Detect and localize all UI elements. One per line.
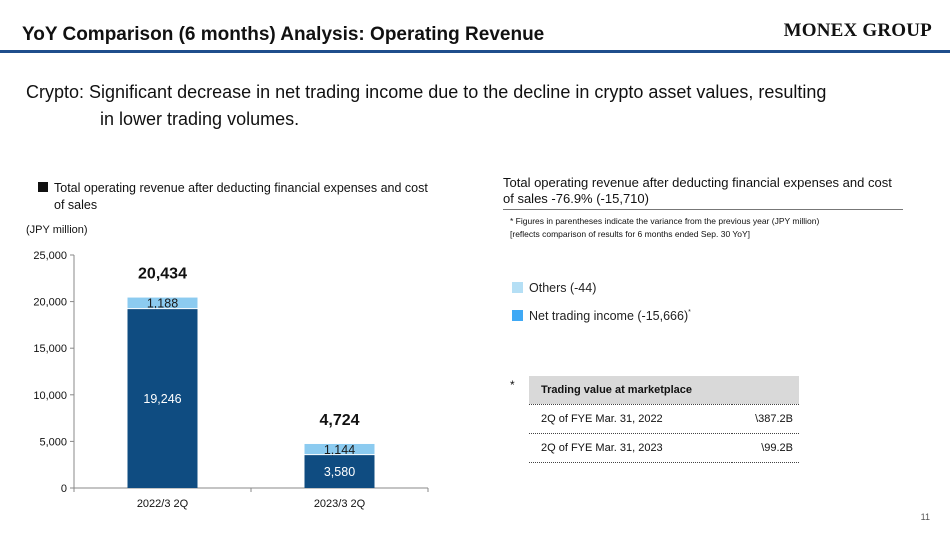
bar-segment-others: [127, 297, 198, 309]
table-footnote-mark: *: [510, 378, 515, 392]
bar-segment-net-trading-income: [304, 454, 375, 488]
bar-value-label: 19,246: [143, 392, 181, 406]
x-tick-label: 2023/3 2Q: [314, 498, 366, 510]
chart-legend: Total operating revenue after deducting …: [38, 180, 438, 214]
legend-swatch-others: [512, 282, 523, 293]
bar-segment-net-trading-income: [127, 308, 198, 488]
y-tick-label: 25,000: [33, 250, 67, 262]
y-tick-label: 20,000: [33, 297, 67, 309]
table-header-row: Trading value at marketplace: [529, 376, 799, 404]
bar-segment-others: [304, 443, 375, 455]
chart-legend-label: Total operating revenue after deducting …: [54, 181, 428, 212]
bar-value-label: 1,144: [324, 443, 355, 457]
bar-value-label: 1,188: [147, 297, 178, 311]
y-tick-label: 0: [61, 483, 67, 495]
y-tick-label: 5,000: [39, 436, 67, 448]
header-divider: [0, 50, 950, 53]
legend-label-others: Others (-44): [529, 281, 597, 295]
trading-value-table: Trading value at marketplace 2Q of FYE M…: [529, 376, 799, 463]
right-panel-divider: [503, 209, 903, 210]
headline-line-2: in lower trading volumes.: [100, 109, 300, 129]
operating-revenue-bar-chart: 0 5,000 10,000 15,000 20,000 25,000 19,246 1,18…: [33, 250, 429, 510]
bar-total-label: 20,434: [138, 266, 187, 283]
headline-line-1: Crypto: Significant decrease in net trad…: [26, 82, 827, 102]
footnote: * Figures in parentheses indicate the va…: [510, 215, 910, 241]
legend-label-net-trading-income: Net trading income (-15,666): [529, 309, 689, 323]
table-cell-amount: \99.2B: [732, 432, 799, 463]
bar-total-label: 4,724: [319, 412, 359, 429]
footnote-line-1: * Figures in parentheses indicate the va…: [510, 216, 820, 226]
page-number: 11: [920, 512, 930, 522]
table-cell-period: 2Q of FYE Mar. 31, 2023: [529, 432, 733, 463]
table-cell-period: 2Q of FYE Mar. 31, 2022: [529, 403, 733, 433]
page-title: YoY Comparison (6 months) Analysis: Oper…: [22, 24, 545, 45]
legend-square-icon: [38, 182, 48, 192]
table-row: 2Q of FYE Mar. 31, 2023 \99.2B: [529, 432, 799, 463]
table-row: 2Q of FYE Mar. 31, 2022 \387.2B: [529, 403, 799, 433]
legend-swatch-net-trading-income: [512, 310, 523, 321]
y-tick-label: 10,000: [33, 390, 67, 402]
legend-item-net-trading-income: Net trading income (-15,666)*: [512, 309, 691, 323]
right-panel-title: Total operating revenue after deducting …: [503, 175, 892, 206]
table-cell-amount: \387.2B: [732, 403, 799, 433]
x-tick-label: 2022/3 2Q: [137, 498, 189, 510]
bar-value-label: 3,580: [324, 465, 355, 479]
footnote-line-2: [reflects comparison of results for 6 mo…: [510, 229, 751, 239]
legend-footnote-mark: *: [688, 309, 691, 316]
unit-label: (JPY million): [26, 224, 88, 236]
y-tick-label: 15,000: [33, 343, 67, 355]
monex-group-logo: MONEX GROUP: [783, 20, 932, 41]
table-header: Trading value at marketplace: [529, 376, 799, 404]
headline: Crypto: Significant decrease in net trad…: [26, 79, 926, 133]
legend-item-others: Others (-44): [512, 281, 596, 295]
